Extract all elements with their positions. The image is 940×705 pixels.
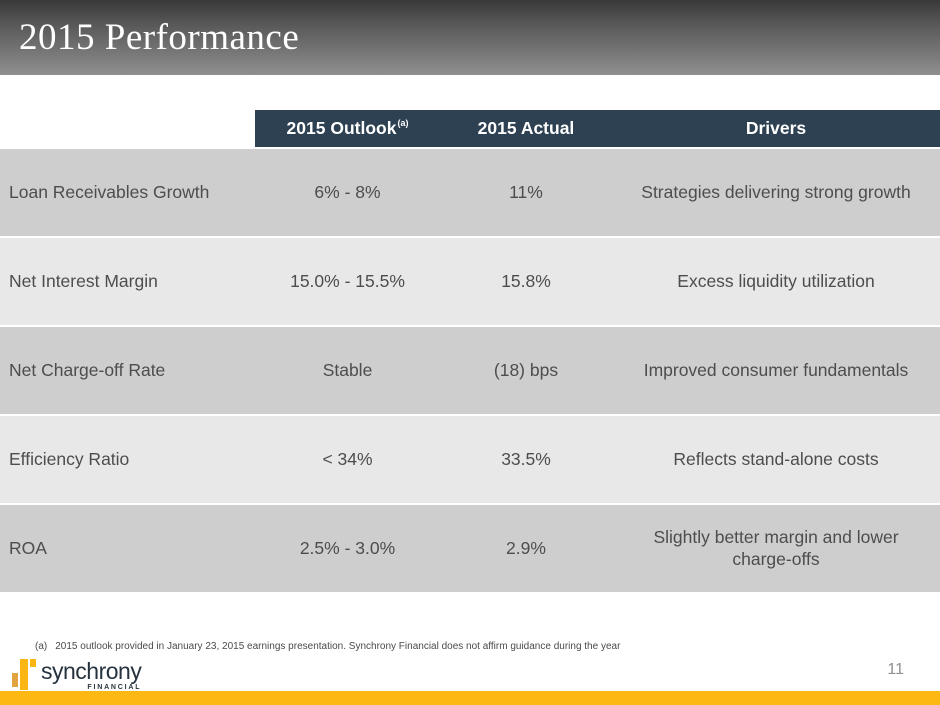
column-header-outlook: 2015 Outlook (a): [255, 110, 440, 147]
footnote-marker: (a): [35, 641, 48, 652]
outlook-cell: 15.0% - 15.5%: [255, 238, 440, 325]
column-header-drivers: Drivers: [612, 110, 940, 147]
footnote: (a) 2015 outlook provided in January 23, …: [35, 641, 620, 652]
logo-subtext: FINANCIAL: [87, 684, 142, 692]
actual-cell: 2.9%: [440, 505, 612, 592]
column-header-outlook-label: 2015 Outlook: [286, 118, 397, 138]
outlook-cell: Stable: [255, 327, 440, 414]
drivers-cell: Improved consumer fundamentals: [612, 327, 940, 414]
actual-cell: 33.5%: [440, 416, 612, 503]
logo-bar-left: [12, 673, 18, 687]
slide-title-bar: 2015 Performance: [0, 0, 940, 75]
actual-cell: 15.8%: [440, 238, 612, 325]
column-header-actual: 2015 Actual: [440, 110, 612, 147]
performance-table: 2015 Outlook (a) 2015 Actual Drivers Loan…: [0, 110, 940, 592]
column-header-drivers-label: Drivers: [745, 118, 807, 138]
logo-bars-icon: [12, 659, 36, 690]
synchrony-logo: synchrony FINANCIAL: [12, 658, 142, 692]
page-number: 11: [887, 661, 904, 678]
drivers-cell: Excess liquidity utilization: [612, 238, 940, 325]
metric-cell: Net Interest Margin: [0, 238, 255, 325]
logo-bar-middle: [20, 659, 28, 690]
logo-wordmark: synchrony FINANCIAL: [41, 658, 142, 692]
outlook-cell: < 34%: [255, 416, 440, 503]
logo-word: synchrony: [41, 658, 142, 684]
metric-cell: Efficiency Ratio: [0, 416, 255, 503]
page-title: 2015 Performance: [19, 17, 300, 58]
table-corner-spacer: [0, 110, 255, 147]
footnote-text: 2015 outlook provided in January 23, 201…: [55, 641, 621, 652]
footnote-marker-superscript: (a): [397, 117, 409, 128]
drivers-cell: Reflects stand-alone costs: [612, 416, 940, 503]
logo-bar-square: [30, 659, 36, 667]
metric-cell: Loan Receivables Growth: [0, 149, 255, 236]
metric-cell: ROA: [0, 505, 255, 592]
column-header-actual-label: 2015 Actual: [477, 118, 575, 138]
outlook-cell: 2.5% - 3.0%: [255, 505, 440, 592]
drivers-cell: Strategies delivering strong growth: [612, 149, 940, 236]
drivers-cell: Slightly better margin and lower charge-…: [612, 505, 940, 592]
outlook-cell: 6% - 8%: [255, 149, 440, 236]
metric-cell: Net Charge-off Rate: [0, 327, 255, 414]
bottom-accent-bar: [0, 691, 940, 705]
actual-cell: (18) bps: [440, 327, 612, 414]
actual-cell: 11%: [440, 149, 612, 236]
